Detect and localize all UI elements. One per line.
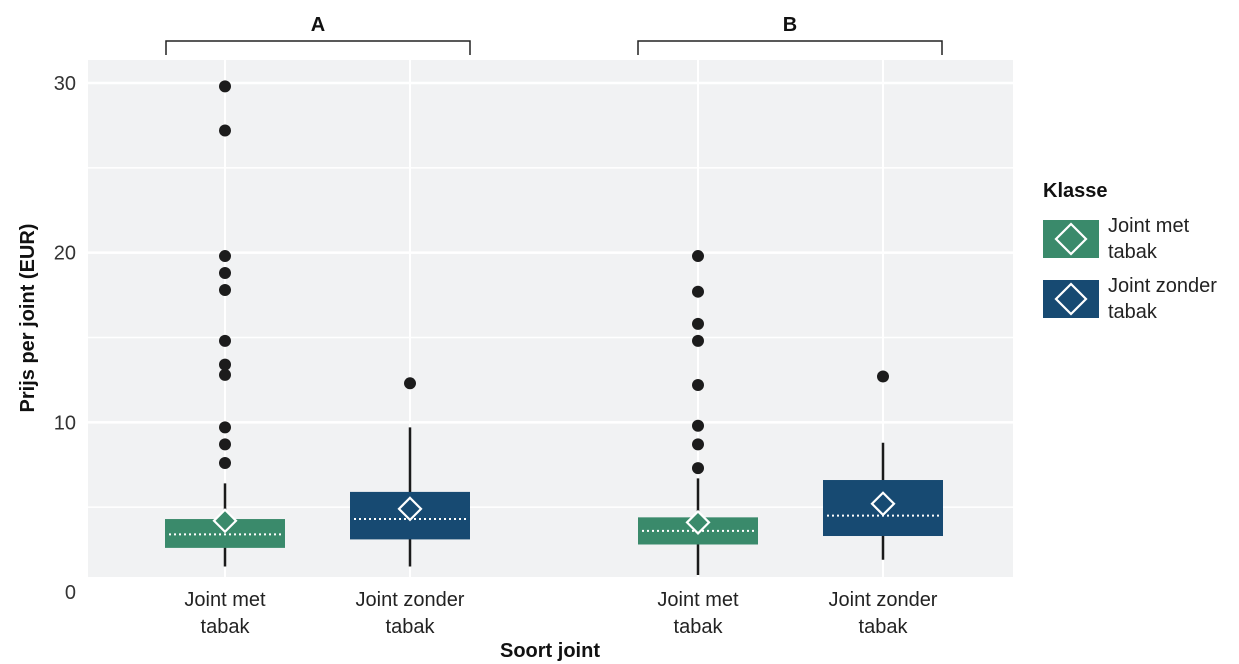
legend-diamond bbox=[1054, 282, 1088, 316]
outlier-point bbox=[692, 462, 704, 475]
outlier-point bbox=[219, 80, 231, 93]
group-bracket bbox=[637, 40, 943, 55]
x-category-label: tabak bbox=[859, 616, 909, 638]
outlier-point bbox=[692, 250, 704, 263]
outlier-point bbox=[219, 250, 231, 263]
outlier-point bbox=[219, 283, 231, 296]
outlier-point bbox=[692, 419, 704, 432]
outlier-point bbox=[692, 438, 704, 451]
outlier-point bbox=[219, 457, 231, 470]
group-label: A bbox=[311, 14, 325, 36]
x-category-label: tabak bbox=[674, 616, 724, 638]
y-tick-label: 30 bbox=[54, 73, 76, 95]
legend-item: Joint zonder tabak bbox=[1043, 275, 1217, 323]
x-category-label: Joint met bbox=[184, 589, 266, 611]
mean-diamond bbox=[685, 509, 711, 535]
legend-label: Joint zonder bbox=[1108, 275, 1217, 297]
group-bracket bbox=[165, 40, 471, 55]
y-tick-label: 0 bbox=[65, 582, 76, 604]
legend-item: Joint met tabak bbox=[1043, 215, 1190, 263]
y-tick-label: 10 bbox=[54, 412, 76, 434]
outlier-point bbox=[692, 379, 704, 392]
outlier-point bbox=[404, 377, 416, 390]
x-category-label: Joint zonder bbox=[356, 589, 465, 611]
y-axis-title: Prijs per joint (EUR) bbox=[17, 224, 39, 413]
x-axis-title: Soort joint bbox=[500, 640, 600, 662]
outlier-point bbox=[219, 368, 231, 381]
mean-diamond bbox=[397, 496, 423, 522]
outlier-point bbox=[692, 285, 704, 298]
legend-label: tabak bbox=[1108, 301, 1158, 323]
legend: Klasse Joint met tabak Joint zonder tabak bbox=[1043, 180, 1217, 323]
outlier-point bbox=[219, 124, 231, 137]
box-3 bbox=[638, 250, 758, 576]
outlier-point bbox=[219, 358, 231, 371]
box-2 bbox=[350, 377, 470, 567]
box-1 bbox=[165, 80, 285, 567]
legend-label: Joint met bbox=[1108, 215, 1190, 237]
outlier-point bbox=[877, 370, 889, 383]
y-tick-label: 20 bbox=[54, 243, 76, 265]
legend-diamond bbox=[1054, 222, 1088, 256]
mean-diamond bbox=[870, 491, 896, 517]
x-category-label: Joint zonder bbox=[829, 589, 938, 611]
y-tick-labels: 0 10 20 30 bbox=[54, 73, 76, 604]
mean-diamond bbox=[212, 508, 238, 534]
boxes-layer bbox=[165, 80, 943, 576]
outlier-point bbox=[692, 334, 704, 347]
group-label: B bbox=[783, 14, 797, 36]
x-category-label: tabak bbox=[386, 616, 436, 638]
x-category-labels: Joint met tabak Joint zonder tabak Joint met… bbox=[184, 589, 937, 638]
outlier-point bbox=[219, 438, 231, 451]
outlier-point bbox=[692, 317, 704, 330]
box-4 bbox=[823, 370, 943, 560]
legend-title: Klasse bbox=[1043, 180, 1108, 202]
x-category-label: tabak bbox=[201, 616, 251, 638]
outlier-point bbox=[219, 334, 231, 347]
x-category-label: Joint met bbox=[657, 589, 739, 611]
outlier-point bbox=[219, 421, 231, 434]
legend-label: tabak bbox=[1108, 241, 1158, 263]
outlier-point bbox=[219, 267, 231, 280]
